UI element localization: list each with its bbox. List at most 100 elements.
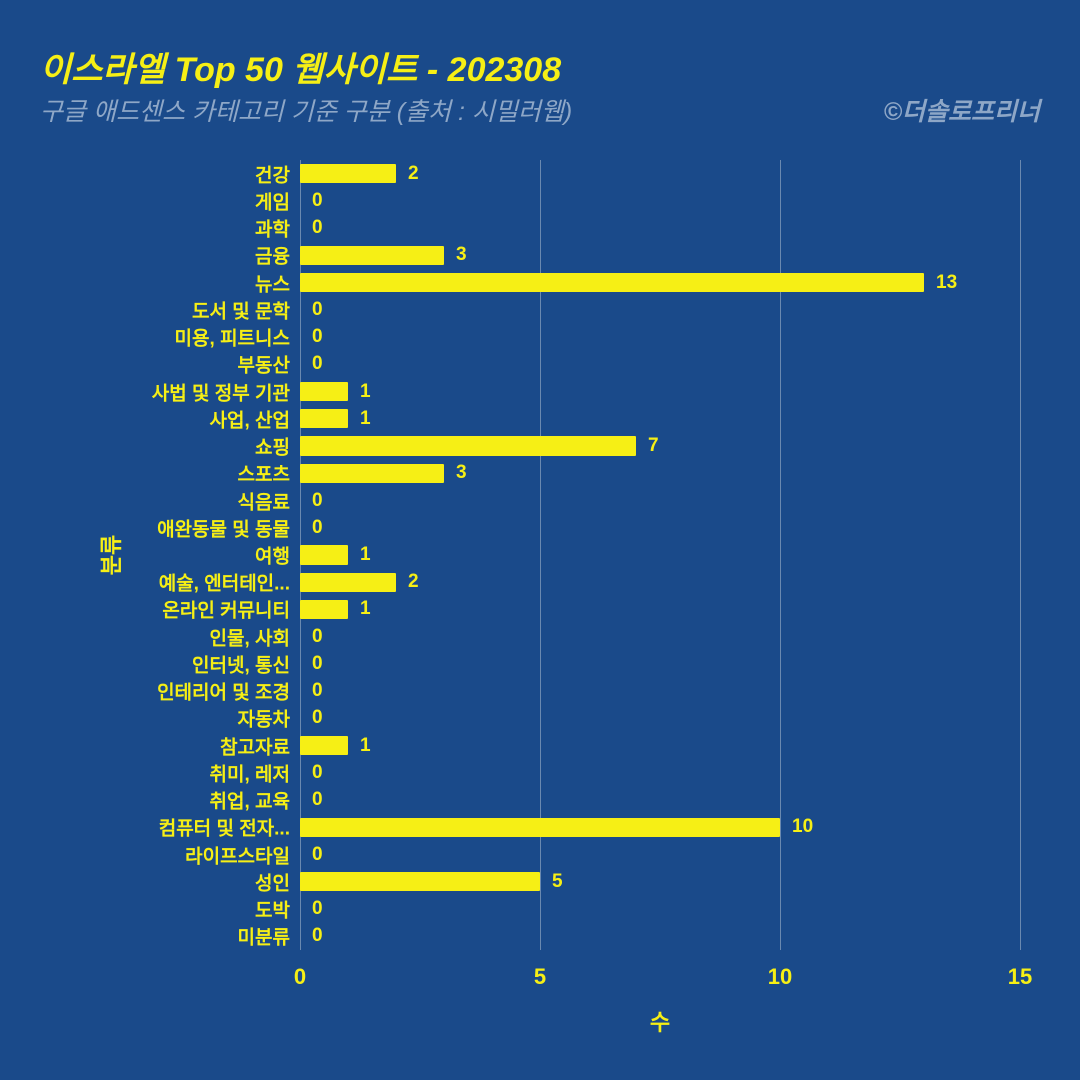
bar-row: 과학0 <box>300 214 1020 241</box>
bar-row: 취미, 레저0 <box>300 759 1020 786</box>
category-label: 애완동물 및 동물 <box>157 514 290 541</box>
chart-title: 이스라엘 Top 50 웹사이트 - 202308 <box>40 42 561 91</box>
value-label: 0 <box>312 490 323 512</box>
category-label: 도서 및 문학 <box>192 296 290 323</box>
x-axis-label: 수 <box>650 1005 670 1037</box>
value-label: 0 <box>312 517 323 539</box>
value-label: 0 <box>312 844 323 866</box>
bar-row: 인물, 사회0 <box>300 623 1020 650</box>
category-label: 뉴스 <box>255 269 290 296</box>
gridline <box>1020 160 1021 950</box>
x-tick: 0 <box>294 964 306 990</box>
value-label: 0 <box>312 653 323 675</box>
bar-row: 여행1 <box>300 541 1020 568</box>
x-tick: 15 <box>1008 964 1032 990</box>
plot-area: 분류 수 051015건강2게임0과학0금융3뉴스13도서 및 문학0미용, 피… <box>300 160 1020 950</box>
bar-row: 도박0 <box>300 896 1020 923</box>
bar <box>300 409 348 428</box>
bar-row: 온라인 커뮤니티1 <box>300 596 1020 623</box>
category-label: 미용, 피트니스 <box>175 324 290 351</box>
bar-row: 인테리어 및 조경0 <box>300 678 1020 705</box>
value-label: 1 <box>360 735 371 757</box>
category-label: 인터넷, 통신 <box>192 650 290 677</box>
category-label: 컴퓨터 및 전자... <box>159 814 290 841</box>
value-label: 0 <box>312 680 323 702</box>
bar-row: 쇼핑7 <box>300 432 1020 459</box>
value-label: 0 <box>312 326 323 348</box>
value-label: 0 <box>312 707 323 729</box>
category-label: 성인 <box>255 868 290 895</box>
category-label: 미분류 <box>238 923 290 950</box>
chart-credit: ©더솔로프리너 <box>884 92 1040 128</box>
bar-row: 도서 및 문학0 <box>300 296 1020 323</box>
bar-row: 사업, 산업1 <box>300 405 1020 432</box>
category-label: 예술, 엔터테인... <box>159 569 290 596</box>
category-label: 사업, 산업 <box>210 405 290 432</box>
bar-row: 인터넷, 통신0 <box>300 650 1020 677</box>
x-tick: 10 <box>768 964 792 990</box>
value-label: 3 <box>456 462 467 484</box>
bar-row: 스포츠3 <box>300 460 1020 487</box>
bar-row: 성인5 <box>300 868 1020 895</box>
bar-row: 애완동물 및 동물0 <box>300 514 1020 541</box>
bar-row: 식음료0 <box>300 487 1020 514</box>
value-label: 0 <box>312 898 323 920</box>
bar-row: 참고자료1 <box>300 732 1020 759</box>
bar-row: 라이프스타일0 <box>300 841 1020 868</box>
category-label: 과학 <box>255 215 290 242</box>
category-label: 도박 <box>255 896 290 923</box>
bar-row: 예술, 엔터테인...2 <box>300 569 1020 596</box>
category-label: 식음료 <box>238 487 290 514</box>
value-label: 2 <box>408 163 419 185</box>
bar-row: 뉴스13 <box>300 269 1020 296</box>
value-label: 0 <box>312 925 323 947</box>
chart-subtitle: 구글 애드센스 카테고리 기준 구분 (출처 : 시밀러웹) <box>40 92 572 128</box>
bar <box>300 573 396 592</box>
bar-row: 게임0 <box>300 187 1020 214</box>
value-label: 7 <box>648 435 659 457</box>
category-label: 사법 및 정부 기관 <box>152 378 290 405</box>
category-label: 쇼핑 <box>255 433 290 460</box>
bar <box>300 545 348 564</box>
value-label: 0 <box>312 626 323 648</box>
bar-row: 미분류0 <box>300 923 1020 950</box>
bar-row: 취업, 교육0 <box>300 787 1020 814</box>
bar <box>300 736 348 755</box>
value-label: 10 <box>792 816 813 838</box>
bar-row: 사법 및 정부 기관1 <box>300 378 1020 405</box>
value-label: 1 <box>360 408 371 430</box>
bar-row: 미용, 피트니스0 <box>300 323 1020 350</box>
bar-row: 자동차0 <box>300 705 1020 732</box>
category-label: 자동차 <box>238 705 290 732</box>
value-label: 0 <box>312 789 323 811</box>
value-label: 1 <box>360 544 371 566</box>
bar <box>300 246 444 265</box>
value-label: 0 <box>312 299 323 321</box>
category-label: 스포츠 <box>238 460 290 487</box>
bar <box>300 464 444 483</box>
category-label: 건강 <box>255 160 290 187</box>
value-label: 0 <box>312 353 323 375</box>
x-tick: 5 <box>534 964 546 990</box>
bar-row: 컴퓨터 및 전자...10 <box>300 814 1020 841</box>
value-label: 1 <box>360 598 371 620</box>
bar <box>300 273 924 292</box>
category-label: 라이프스타일 <box>185 841 290 868</box>
value-label: 3 <box>456 244 467 266</box>
category-label: 금융 <box>255 242 290 269</box>
value-label: 1 <box>360 381 371 403</box>
value-label: 13 <box>936 272 957 294</box>
bar <box>300 382 348 401</box>
bar-row: 건강2 <box>300 160 1020 187</box>
category-label: 취미, 레저 <box>210 759 290 786</box>
bar <box>300 164 396 183</box>
category-label: 온라인 커뮤니티 <box>162 596 290 623</box>
category-label: 게임 <box>255 187 290 214</box>
bar-row: 부동산0 <box>300 351 1020 378</box>
category-label: 인테리어 및 조경 <box>157 678 290 705</box>
value-label: 5 <box>552 871 563 893</box>
value-label: 0 <box>312 190 323 212</box>
bar <box>300 600 348 619</box>
category-label: 여행 <box>255 541 290 568</box>
category-label: 참고자료 <box>220 732 290 759</box>
